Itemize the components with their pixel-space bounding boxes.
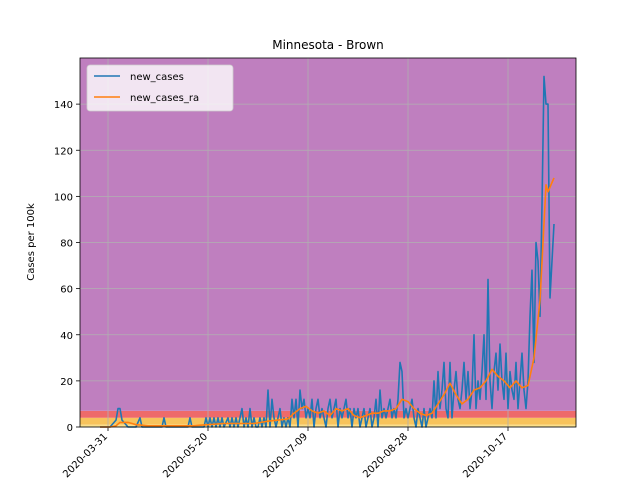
plot-area: 0 20 40 60 80 100 120 140 2020-03-31 2020-05-20 20… — [54, 57, 577, 480]
legend-box — [86, 64, 234, 112]
axes-frame — [79, 57, 577, 428]
chart-title: Minnesota - Brown — [272, 38, 384, 52]
risk-band-1 — [80, 417, 576, 425]
y-tick-label: 80 — [60, 239, 73, 250]
legend: new_cases new_cases_ra — [86, 64, 234, 112]
risk-band-0 — [80, 424, 576, 427]
risk-band-3 — [80, 58, 576, 411]
y-tick-label: 120 — [54, 146, 73, 157]
y-tick-label: 60 — [60, 285, 73, 296]
series-line-new_cases_ra — [100, 177, 555, 428]
y-tick-label: 140 — [54, 100, 73, 111]
x-tick-label: 2020-07-09 — [261, 431, 310, 480]
y-tick-label: 0 — [67, 423, 73, 434]
x-tick-label: 2020-08-28 — [361, 431, 410, 480]
y-axis-label: Cases per 100k — [26, 203, 37, 281]
x-tick-label: 2020-03-31 — [61, 431, 110, 480]
series-line-new_cases — [100, 75, 555, 428]
y-tick-label: 100 — [54, 192, 73, 203]
y-tick-label: 40 — [60, 331, 73, 342]
x-tick-label: 2020-10-17 — [461, 431, 510, 480]
legend-label: new_cases_ra — [130, 93, 199, 104]
y-tick-label: 20 — [60, 377, 73, 388]
legend-label: new_cases — [130, 72, 184, 83]
x-tick-label: 2020-05-20 — [161, 431, 210, 480]
